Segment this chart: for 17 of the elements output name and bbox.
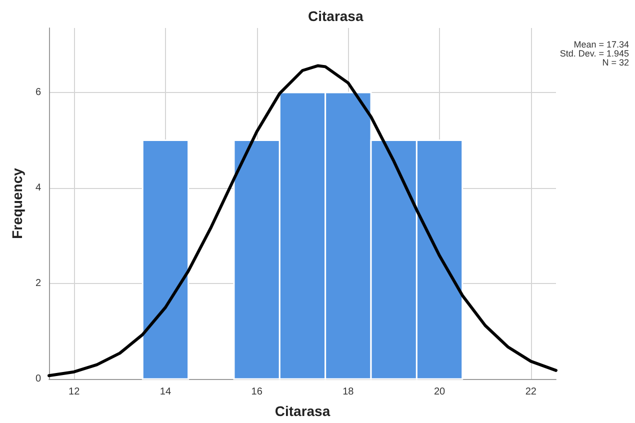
line-series: [48, 64, 558, 378]
x-tick-label: 18: [342, 386, 354, 398]
x-tick-label: 20: [434, 386, 446, 398]
y-tick-label: 6: [35, 86, 42, 98]
y-tick-label: 4: [35, 182, 42, 194]
x-tick-label: 12: [68, 386, 80, 398]
chart-title: Citarasa: [308, 8, 364, 24]
x-tick-label: 22: [525, 386, 537, 398]
x-axis-title: Citarasa: [274, 403, 330, 419]
y-tick-label: 0: [35, 374, 42, 384]
text: Mean = 17.34: [574, 40, 630, 50]
y-axis-title: Frequency: [9, 168, 25, 239]
y-tick-label: 2: [35, 278, 42, 289]
x-tick-label: 14: [160, 386, 172, 398]
text: N = 32: [602, 58, 630, 68]
text: Std. Dev. = 1.945: [560, 48, 630, 58]
x-tick-label: 16: [251, 386, 263, 398]
